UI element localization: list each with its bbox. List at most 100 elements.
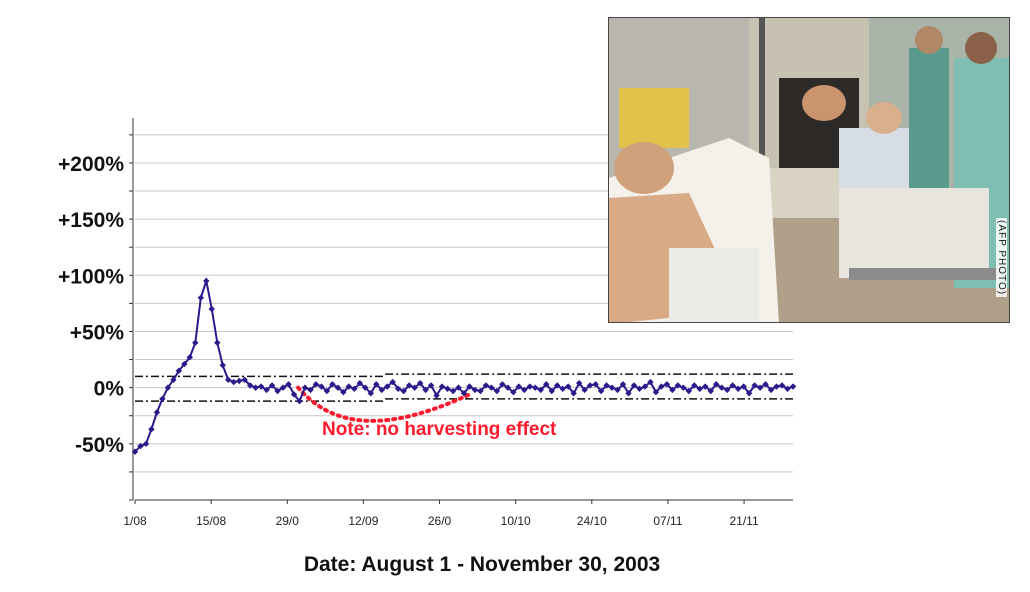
data-point — [274, 387, 281, 395]
data-point — [537, 386, 544, 394]
x-tick-label: 26/0 — [428, 514, 452, 528]
x-tick-label: 10/10 — [501, 514, 531, 528]
data-point — [433, 392, 440, 399]
data-point — [740, 383, 747, 390]
data-point — [778, 382, 786, 389]
data-point — [641, 383, 649, 390]
data-point — [208, 305, 215, 313]
data-point — [554, 382, 561, 389]
y-tick-label: -50% — [75, 434, 124, 457]
data-point — [411, 384, 418, 391]
data-point — [784, 385, 791, 392]
data-point — [586, 382, 594, 389]
data-point — [395, 385, 402, 392]
data-point — [137, 442, 144, 450]
data-point — [488, 384, 495, 391]
data-point — [389, 378, 396, 386]
x-tick-label: 07/11 — [653, 514, 682, 528]
data-point — [685, 387, 693, 395]
data-point — [356, 379, 364, 387]
data-point — [230, 378, 237, 386]
data-point — [307, 386, 314, 394]
data-point — [597, 387, 605, 395]
data-point — [455, 384, 462, 391]
data-point — [658, 383, 665, 390]
data-point — [290, 391, 298, 398]
y-tick-label: +50% — [70, 321, 125, 344]
data-point — [707, 387, 714, 395]
hospital-corridor-photo: (AFP PHOTO) — [608, 17, 1010, 323]
data-point — [159, 395, 166, 403]
data-point — [329, 381, 336, 388]
data-point — [608, 384, 616, 391]
data-point — [466, 383, 473, 390]
y-tick-label: +200% — [58, 153, 124, 176]
data-point — [471, 386, 479, 394]
data-point — [619, 381, 627, 388]
data-point — [592, 381, 599, 388]
data-point — [285, 381, 292, 388]
data-point — [548, 387, 555, 395]
data-point — [734, 385, 742, 392]
data-point — [340, 388, 347, 396]
data-point — [318, 383, 325, 390]
data-point — [400, 387, 407, 395]
data-point — [373, 381, 380, 388]
data-point — [718, 384, 725, 391]
data-point — [570, 390, 577, 397]
data-point — [219, 361, 226, 369]
data-point — [751, 382, 758, 389]
data-point — [745, 390, 753, 397]
harvesting-curve — [296, 385, 475, 423]
data-point — [674, 382, 682, 389]
data-point — [449, 387, 457, 395]
data-point — [438, 383, 446, 390]
data-point — [680, 384, 687, 391]
data-point — [526, 383, 533, 390]
y-tick-label: +100% — [58, 265, 124, 288]
data-point — [164, 384, 172, 391]
data-point — [214, 339, 221, 346]
annotation-note: Note: no harvesting effect — [322, 419, 557, 440]
data-point — [460, 390, 468, 397]
data-point — [362, 384, 369, 391]
x-tick-label: 21/11 — [729, 514, 758, 528]
data-point — [564, 383, 572, 390]
data-point — [131, 448, 139, 455]
data-point — [669, 386, 676, 394]
y-tick-label: +150% — [58, 209, 124, 232]
data-point — [603, 382, 610, 389]
data-point — [575, 379, 583, 387]
data-point — [581, 386, 588, 394]
data-point — [630, 382, 638, 389]
data-point — [181, 360, 188, 368]
data-point — [257, 383, 265, 390]
data-point — [175, 367, 183, 374]
data-point — [312, 381, 320, 388]
data-point — [515, 383, 523, 390]
data-point — [493, 387, 501, 395]
data-point — [422, 386, 429, 394]
data-point — [614, 386, 621, 394]
data-point — [559, 385, 566, 392]
data-point — [384, 383, 391, 390]
data-point — [405, 382, 413, 389]
data-point — [773, 383, 780, 390]
data-point — [334, 384, 342, 391]
data-point — [241, 376, 248, 383]
data-point — [186, 354, 194, 361]
data-point — [427, 382, 435, 389]
data-point — [521, 386, 528, 394]
x-tick-label: 1/08 — [123, 514, 147, 528]
data-point — [762, 381, 769, 388]
data-point — [246, 382, 254, 389]
data-point — [444, 385, 451, 392]
y-tick-label: 0% — [94, 378, 125, 401]
data-point — [499, 381, 506, 388]
data-point — [691, 382, 698, 389]
data-point — [367, 390, 374, 397]
photo-illustration — [609, 18, 1009, 322]
data-point — [625, 390, 632, 397]
data-point — [510, 388, 517, 396]
data-point — [729, 382, 736, 389]
